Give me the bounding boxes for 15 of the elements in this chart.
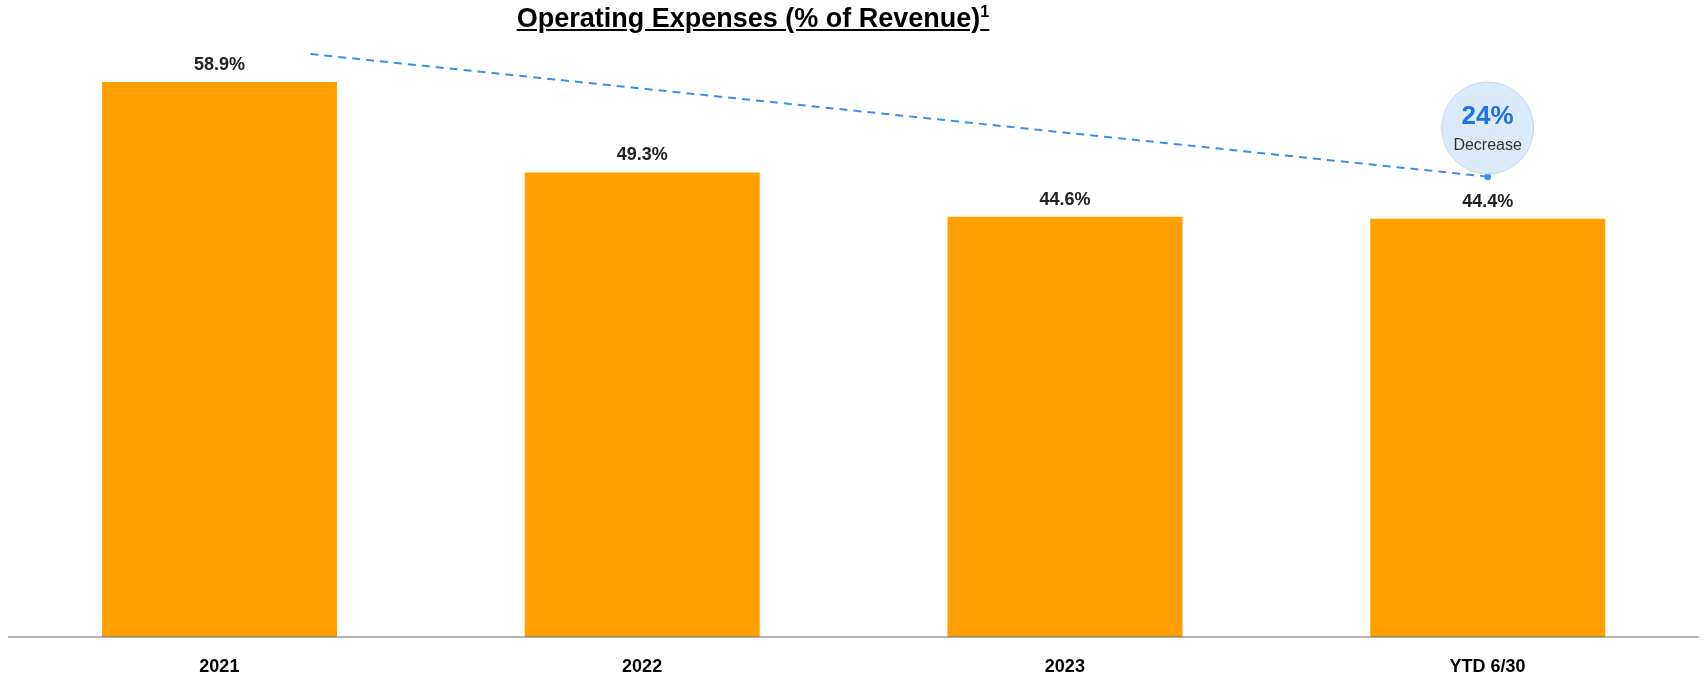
annotation: 24% [1461, 100, 1514, 130]
x-tick-label: 2021 [199, 655, 240, 676]
data-label: 44.4% [1462, 190, 1514, 211]
x-tick-label: 2022 [622, 655, 663, 676]
bar [524, 172, 760, 637]
bar [1370, 218, 1606, 637]
x-tick-label: YTD 6/30 [1449, 655, 1526, 676]
bar [947, 216, 1183, 637]
x-tick-label: 2023 [1044, 655, 1085, 676]
chart-title: Operating Expenses (% of Revenue)$^{1}$ [516, 2, 990, 33]
annotation: Decrease [1453, 136, 1522, 153]
data-label: 44.6% [1039, 188, 1091, 209]
data-label: 49.3% [616, 144, 668, 165]
data-label: 58.9% [193, 54, 246, 74]
bar [102, 82, 337, 637]
